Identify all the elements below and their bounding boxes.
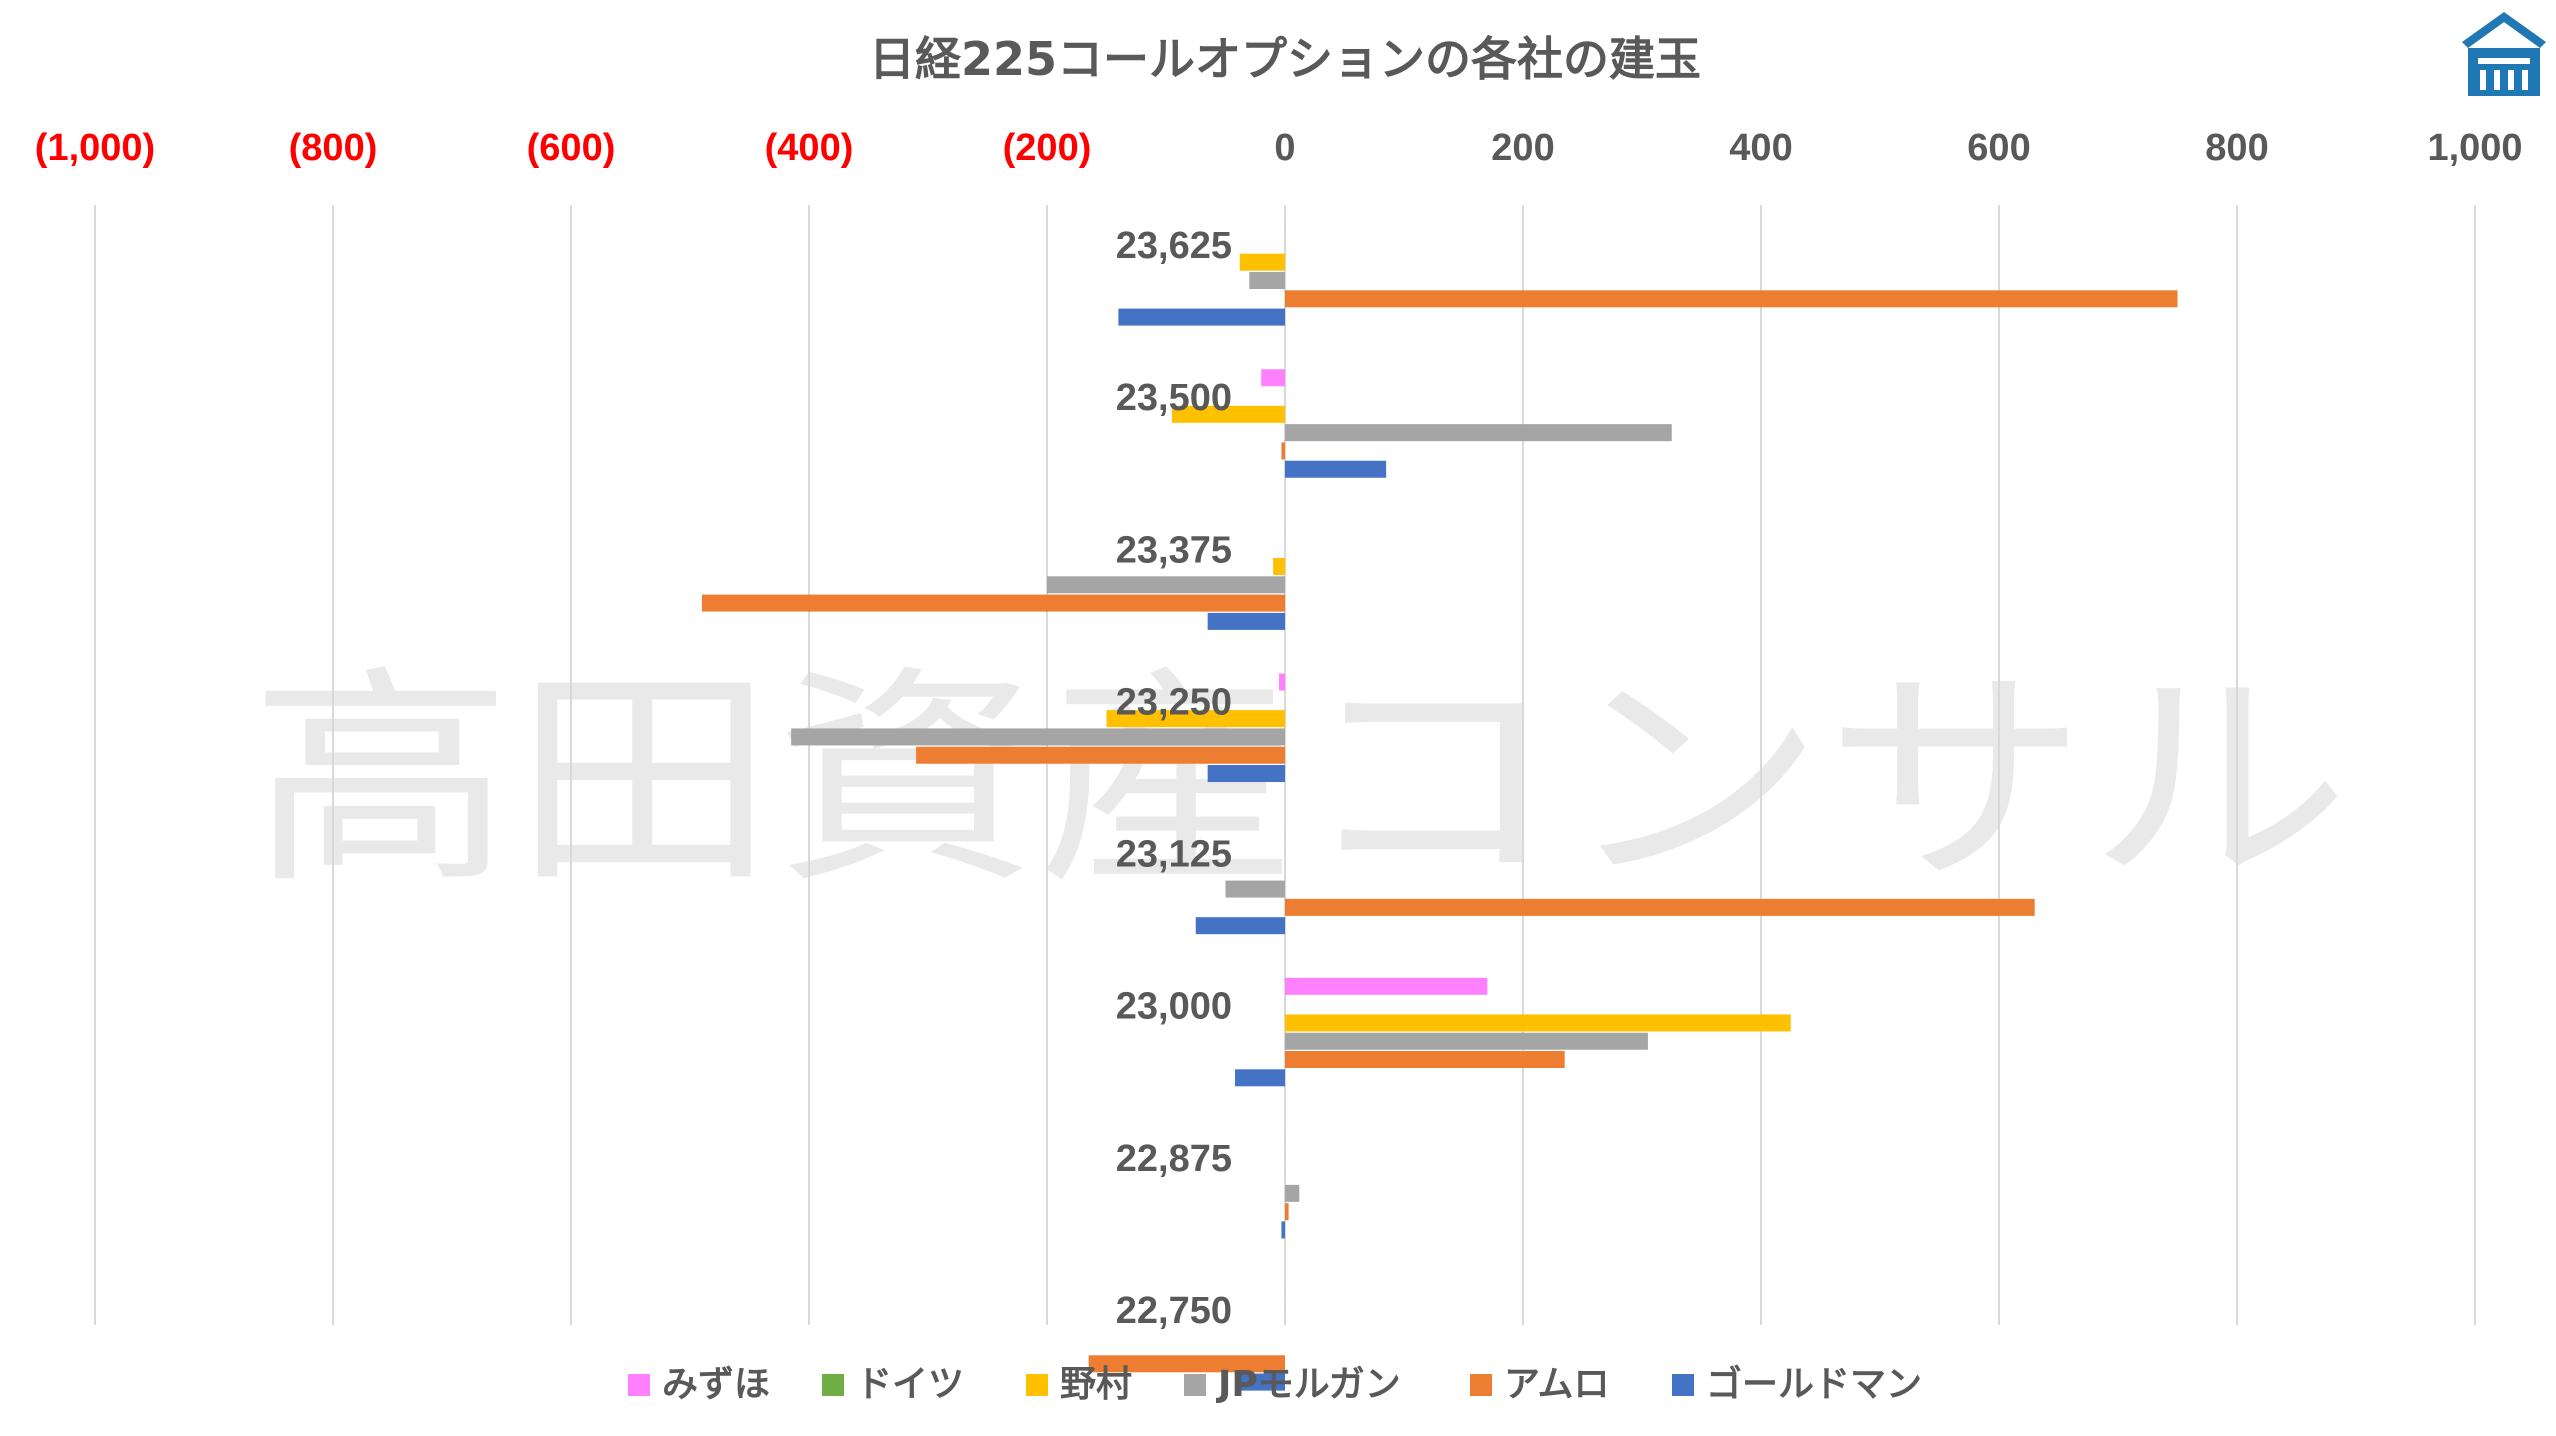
- bars: [701, 217, 2178, 1391]
- bar: [1285, 1014, 1791, 1032]
- bar: [1235, 1069, 1285, 1087]
- bar: [1047, 576, 1285, 594]
- x-tick-label: 600: [1967, 127, 2030, 169]
- x-tick-label: 200: [1491, 127, 1554, 169]
- bar: [1285, 1184, 1300, 1202]
- x-tick-label: (1,000): [35, 127, 155, 169]
- house-logo-icon: [2462, 12, 2546, 96]
- bar: [1285, 290, 2178, 308]
- category-label: 22,750: [1116, 1290, 1232, 1332]
- bar: [1249, 272, 1285, 289]
- bar: [1237, 1373, 1285, 1391]
- category-label: 23,000: [1116, 986, 1232, 1028]
- legend-label: ドイツ: [856, 1364, 964, 1405]
- bar: [1225, 880, 1285, 898]
- category-label: 22,875: [1116, 1138, 1232, 1180]
- legend-swatch: [1184, 1374, 1206, 1396]
- bar: [1285, 424, 1672, 442]
- bar: [1285, 977, 1488, 995]
- bar: [1106, 710, 1285, 728]
- legend-swatch: [1470, 1374, 1492, 1396]
- bar: [1281, 1221, 1285, 1239]
- legend-swatch: [1672, 1374, 1694, 1396]
- bar: [1285, 898, 2035, 916]
- bar: [1118, 308, 1285, 326]
- legend-swatch: [822, 1374, 844, 1396]
- bar: [1279, 673, 1285, 691]
- category-label: 23,625: [1116, 225, 1232, 267]
- legend-label: ゴールドマン: [1706, 1363, 1922, 1405]
- category-label: 23,125: [1116, 834, 1232, 876]
- bar: [1239, 253, 1285, 271]
- bar: [1088, 1355, 1285, 1373]
- bar: [1281, 442, 1285, 460]
- x-tick-label: 1,000: [2427, 127, 2522, 169]
- legend-swatch: [1026, 1374, 1048, 1396]
- x-tick-label: (200): [1003, 127, 1092, 169]
- legend-label: みずほ: [662, 1364, 770, 1405]
- x-tick-label: (400): [765, 127, 854, 169]
- legend-label: JPモルガン: [1215, 1364, 1401, 1405]
- x-tick-label: 400: [1729, 127, 1792, 169]
- legend-swatch: [628, 1374, 650, 1396]
- bar: [1285, 1051, 1565, 1069]
- bar: [791, 728, 1285, 746]
- watermark: 高田資産コンサル: [250, 648, 2350, 915]
- legend-label: アムロ: [1504, 1364, 1609, 1405]
- bar: [1285, 1203, 1289, 1221]
- x-tick-label: 0: [1274, 127, 1295, 169]
- bar: [1195, 917, 1285, 935]
- legend-label: 野村: [1060, 1364, 1132, 1405]
- bar: [1207, 765, 1285, 783]
- category-label: 23,250: [1116, 681, 1232, 723]
- category-label: 23,375: [1116, 529, 1232, 571]
- x-axis-tick-labels: (1,000) (800) (600) (400) (200) 0 200 400 600 800…: [35, 127, 2523, 169]
- bar: [701, 594, 1285, 612]
- bar: [1285, 1032, 1648, 1050]
- bar: [1171, 405, 1285, 423]
- bar: [916, 746, 1285, 764]
- category-label: 23,500: [1116, 377, 1232, 419]
- bar: [1261, 369, 1285, 387]
- bar: [1273, 557, 1285, 575]
- x-tick-label: (600): [527, 127, 616, 169]
- x-tick-label: 800: [2205, 127, 2268, 169]
- chart-title: 日経225コールオプションの各社の建玉: [869, 32, 1701, 86]
- bar: [1285, 460, 1387, 478]
- bar: [1207, 612, 1285, 630]
- legend: みずほ ドイツ 野村 JPモルガン アムロ ゴールドマン: [628, 1363, 1922, 1405]
- x-tick-label: (800): [289, 127, 378, 169]
- category-labels: 23,625 23,500 23,375 23,250 23,125 23,000 22,8…: [1116, 225, 1232, 1332]
